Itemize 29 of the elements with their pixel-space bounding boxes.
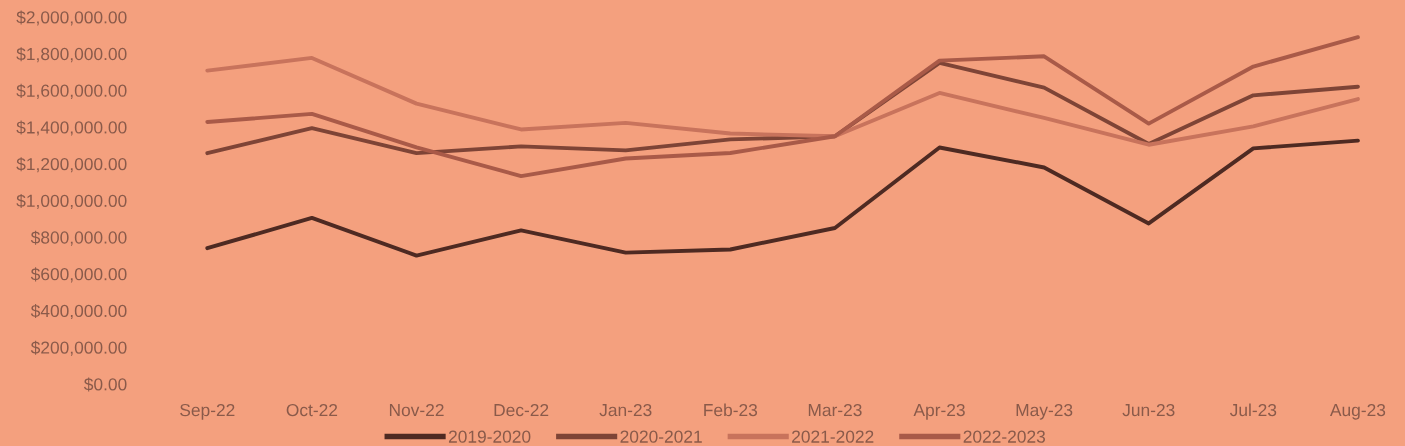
y-tick-label: $1,400,000.00: [16, 120, 127, 136]
y-tick-label: $800,000.00: [30, 230, 127, 246]
legend-label: 2020-2021: [620, 430, 702, 443]
x-tick-label: May-23: [1016, 403, 1073, 420]
y-tick-label: $200,000.00: [30, 340, 127, 356]
x-tick-label: Feb-23: [704, 403, 758, 417]
x-tick-label: Apr-23: [913, 403, 965, 420]
x-tick-label: Dec-22: [494, 403, 549, 417]
x-tick-label: Nov-22: [389, 403, 444, 417]
y-tick-label: $0.00: [83, 377, 127, 392]
y-tick-label: $1,200,000.00: [16, 157, 127, 173]
y-tick-label: $600,000.00: [30, 267, 127, 283]
y-tick-label: $2,000,000.00: [16, 10, 127, 26]
legend-label: 2022-2023: [963, 430, 1046, 443]
legend-label: 2019-2020: [448, 430, 531, 443]
line-series: [205, 35, 1360, 179]
x-tick-label: Oct-22: [286, 403, 338, 417]
x-tick-label: Jan-23: [599, 403, 652, 417]
x-tick-label: Jun-23: [1122, 403, 1175, 417]
y-tick-label: $1,800,000.00: [16, 47, 127, 63]
x-tick-label: Aug-23: [1329, 403, 1386, 420]
x-tick-label: Jul-23: [1229, 403, 1277, 417]
y-tick-label: $1,000,000.00: [16, 193, 127, 210]
x-tick-label: Mar-23: [808, 403, 862, 417]
y-tick-label: $400,000.00: [30, 304, 127, 320]
legend-label: 2021-2022: [792, 430, 874, 443]
line-series: [205, 138, 1360, 258]
x-tick-label: Sep-22: [180, 403, 235, 420]
y-tick-label: $1,600,000.00: [16, 83, 127, 99]
